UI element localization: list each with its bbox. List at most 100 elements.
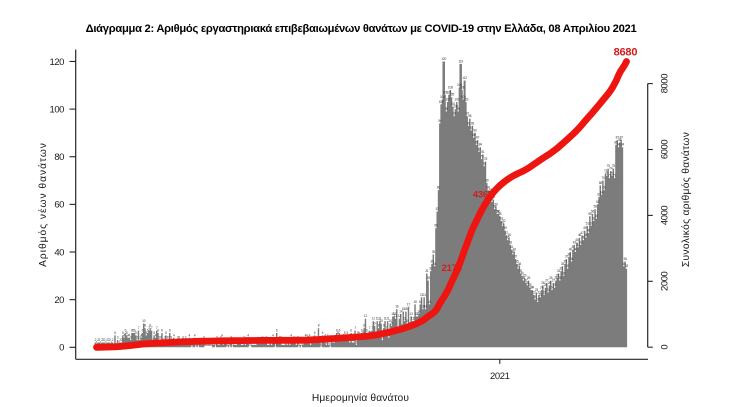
svg-text:26: 26: [526, 281, 530, 285]
svg-text:71: 71: [613, 174, 617, 178]
svg-text:6: 6: [276, 329, 278, 333]
svg-text:4: 4: [309, 333, 311, 337]
svg-text:26: 26: [548, 281, 552, 285]
svg-text:38: 38: [567, 252, 571, 256]
svg-text:11: 11: [403, 317, 406, 321]
svg-text:46: 46: [578, 233, 582, 237]
svg-text:0: 0: [229, 343, 231, 347]
svg-text:3: 3: [130, 336, 132, 340]
svg-text:37: 37: [514, 255, 518, 259]
svg-text:11: 11: [372, 317, 375, 321]
svg-text:4: 4: [155, 333, 157, 337]
svg-text:6: 6: [350, 329, 352, 333]
svg-text:72: 72: [605, 171, 609, 175]
svg-text:84: 84: [621, 143, 625, 147]
svg-text:4: 4: [194, 333, 196, 337]
svg-text:12: 12: [394, 314, 398, 318]
svg-text:42: 42: [577, 243, 581, 247]
svg-text:0: 0: [301, 343, 303, 347]
svg-text:85: 85: [614, 140, 618, 144]
svg-text:78: 78: [484, 157, 488, 161]
svg-text:6: 6: [132, 329, 134, 333]
svg-text:23: 23: [535, 288, 539, 292]
svg-text:56: 56: [591, 209, 595, 213]
svg-text:11: 11: [384, 317, 387, 321]
svg-text:27: 27: [552, 279, 556, 283]
svg-text:28: 28: [558, 276, 562, 280]
svg-text:4: 4: [189, 333, 191, 337]
svg-text:1: 1: [100, 340, 102, 344]
svg-text:7: 7: [386, 326, 388, 330]
svg-text:0: 0: [209, 343, 211, 347]
svg-text:0: 0: [659, 345, 670, 350]
svg-text:94: 94: [438, 119, 442, 123]
svg-text:43: 43: [579, 240, 583, 244]
svg-text:10: 10: [389, 319, 393, 323]
svg-text:50: 50: [434, 224, 438, 228]
svg-text:1: 1: [328, 340, 330, 344]
svg-text:3: 3: [182, 336, 184, 340]
svg-text:0: 0: [320, 343, 322, 347]
svg-text:99: 99: [457, 107, 461, 111]
svg-text:7: 7: [371, 326, 373, 330]
svg-text:2: 2: [104, 338, 106, 342]
svg-text:6: 6: [361, 329, 363, 333]
svg-text:2: 2: [109, 338, 111, 342]
svg-text:104: 104: [461, 95, 466, 99]
svg-text:0: 0: [198, 343, 200, 347]
svg-text:12: 12: [398, 314, 402, 318]
svg-text:9: 9: [391, 321, 393, 325]
svg-text:4: 4: [221, 333, 223, 337]
svg-text:8: 8: [144, 324, 146, 328]
svg-text:85: 85: [475, 140, 479, 144]
svg-text:0: 0: [226, 343, 228, 347]
svg-text:33: 33: [625, 264, 629, 268]
svg-text:4: 4: [327, 333, 329, 337]
svg-text:103: 103: [445, 98, 450, 102]
svg-text:34: 34: [518, 262, 522, 266]
svg-text:6: 6: [157, 329, 159, 333]
svg-text:5: 5: [346, 331, 348, 335]
svg-text:27: 27: [524, 279, 528, 283]
svg-text:20: 20: [534, 295, 538, 299]
svg-text:4: 4: [272, 333, 274, 337]
svg-text:105: 105: [449, 93, 454, 97]
svg-text:1: 1: [326, 340, 328, 344]
svg-text:10: 10: [406, 319, 410, 323]
svg-text:97: 97: [453, 112, 457, 116]
svg-text:5: 5: [344, 331, 346, 335]
svg-text:58: 58: [594, 205, 598, 209]
svg-text:4: 4: [247, 333, 249, 337]
svg-text:60: 60: [54, 200, 64, 211]
svg-text:4000: 4000: [659, 206, 670, 226]
svg-text:45: 45: [506, 236, 510, 240]
svg-text:75: 75: [607, 164, 611, 168]
svg-text:8000: 8000: [659, 74, 670, 94]
svg-text:22: 22: [543, 290, 547, 294]
svg-text:41: 41: [510, 245, 514, 249]
svg-text:40: 40: [54, 247, 64, 258]
svg-text:51: 51: [590, 221, 594, 225]
svg-text:68: 68: [599, 181, 603, 185]
svg-text:31: 31: [519, 269, 523, 273]
svg-text:84: 84: [479, 143, 483, 147]
svg-text:2000: 2000: [659, 271, 670, 291]
svg-text:4: 4: [123, 333, 125, 337]
svg-text:55: 55: [588, 212, 592, 216]
svg-text:6: 6: [142, 329, 144, 333]
svg-text:33: 33: [566, 264, 570, 268]
svg-text:19: 19: [536, 298, 540, 302]
svg-text:11: 11: [412, 317, 415, 321]
svg-text:3: 3: [166, 336, 168, 340]
svg-text:8: 8: [363, 324, 365, 328]
svg-text:34: 34: [622, 262, 626, 266]
svg-text:82: 82: [477, 148, 481, 152]
svg-text:103: 103: [464, 98, 469, 102]
svg-text:5: 5: [358, 331, 360, 335]
svg-text:5: 5: [165, 331, 167, 335]
svg-text:9: 9: [374, 321, 376, 325]
svg-text:71: 71: [608, 174, 612, 178]
svg-text:56: 56: [497, 209, 501, 213]
svg-text:17: 17: [407, 302, 411, 306]
svg-text:28: 28: [527, 276, 531, 280]
